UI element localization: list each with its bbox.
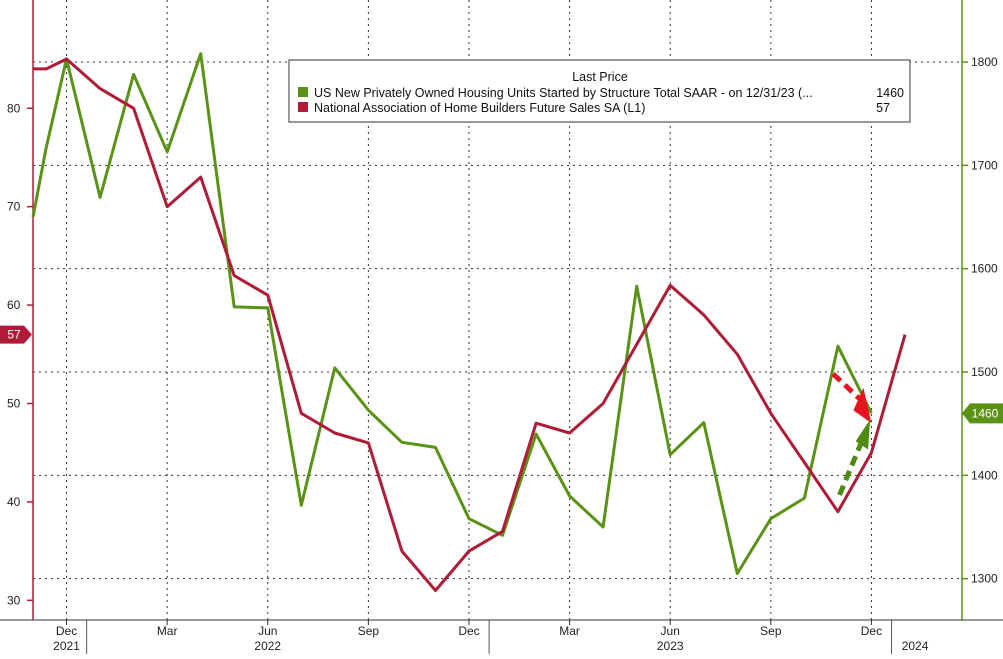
- legend-box: [288, 59, 911, 123]
- right-last-value-text: 1460: [972, 406, 999, 420]
- legend-value-housing-starts: 1460: [876, 86, 904, 100]
- series: [31, 52, 907, 592]
- green-arrow-head: [855, 419, 871, 450]
- right-tick-label: 1300: [971, 572, 998, 586]
- legend-swatch-nahb-future-sales: [298, 102, 308, 112]
- annotations: [831, 372, 872, 496]
- left-tick-label: 70: [7, 200, 21, 214]
- x-tick-label: Mar: [559, 624, 580, 638]
- x-year-label: 2022: [254, 639, 281, 653]
- legend-value-nahb-future-sales: 57: [876, 101, 890, 115]
- left-tick-label: 40: [7, 495, 21, 509]
- red-dashed-arrow-shaft: [831, 372, 862, 401]
- x-tick-label: Dec: [458, 624, 479, 638]
- x-year-label: 2021: [53, 639, 80, 653]
- right-last-value-tag: [962, 403, 1003, 424]
- x-tick-label: Jun: [661, 624, 680, 638]
- right-tick-label: 1400: [971, 468, 998, 482]
- left-tick-label: 30: [7, 593, 21, 607]
- x-year-label: 2024: [902, 639, 929, 653]
- legend-label-housing-starts: US New Privately Owned Housing Units Sta…: [314, 86, 813, 100]
- x-tick-label: Mar: [157, 624, 178, 638]
- legend: Last Price US New Privately Owned Housin…: [288, 59, 911, 123]
- left-tick-label: 50: [7, 396, 21, 410]
- right-tick-label: 1700: [971, 158, 998, 172]
- series-line-housing-starts: [31, 52, 873, 575]
- green-dashed-arrow-shaft: [837, 441, 864, 496]
- x-tick-label: Jun: [258, 624, 277, 638]
- left-tick-label: 80: [7, 101, 21, 115]
- right-tick-label: 1600: [971, 262, 998, 276]
- legend-label-nahb-future-sales: National Association of Home Builders Fu…: [314, 101, 645, 115]
- legend-swatch-housing-starts: [298, 87, 308, 97]
- x-tick-label: Sep: [358, 624, 380, 638]
- x-tick-label: Dec: [861, 624, 882, 638]
- left-last-value-text: 57: [7, 328, 21, 342]
- x-tick-label: Sep: [760, 624, 782, 638]
- right-tick-label: 1800: [971, 55, 998, 69]
- left-tick-label: 60: [7, 298, 21, 312]
- x-year-label: 2023: [657, 639, 684, 653]
- right-tick-label: 1500: [971, 365, 998, 379]
- red-arrow-head: [853, 387, 872, 424]
- x-tick-label: Dec: [56, 624, 77, 638]
- series-line-nahb-future-sales: [33, 57, 907, 592]
- legend-header: Last Price: [572, 70, 628, 84]
- left-last-value-tag: [0, 325, 32, 344]
